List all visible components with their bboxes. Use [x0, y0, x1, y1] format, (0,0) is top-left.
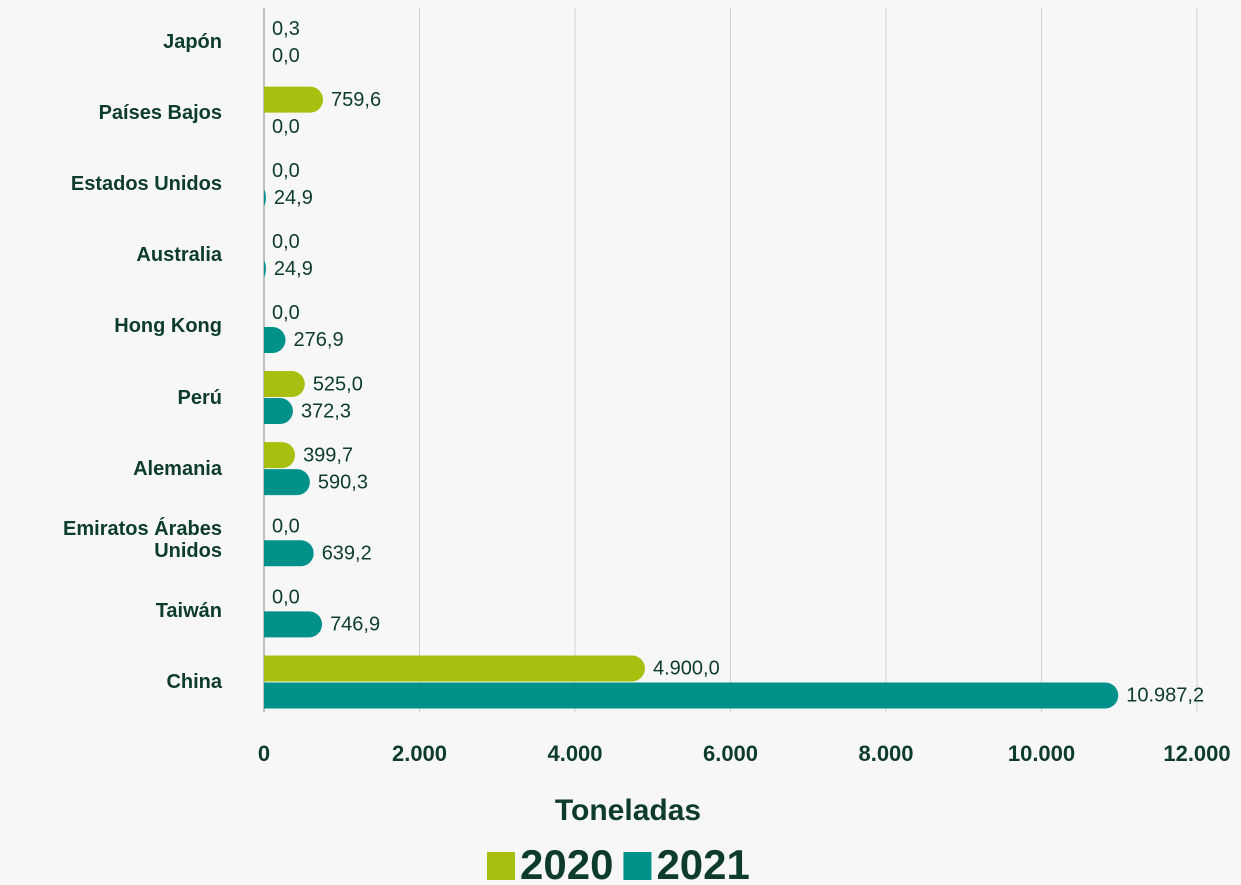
- bar: [264, 682, 1119, 709]
- y-tick-label: Taiwán: [155, 599, 222, 622]
- x-axis-title: Toneladas: [555, 794, 701, 827]
- bar: [264, 655, 645, 682]
- legend-swatch: [487, 852, 515, 880]
- value-label: 0,0: [272, 516, 300, 538]
- value-label: 0,0: [272, 116, 300, 138]
- bar: [264, 86, 324, 113]
- legend-swatch: [623, 852, 652, 880]
- value-label: 746,9: [330, 614, 380, 636]
- y-tick-label: Japón: [163, 31, 222, 54]
- value-label: 0,0: [272, 45, 300, 67]
- value-label: 372,3: [301, 400, 351, 422]
- bar: [251, 114, 264, 140]
- value-label: 639,2: [322, 543, 372, 565]
- bar: [251, 43, 264, 69]
- bar: [251, 158, 264, 184]
- bar: [264, 442, 296, 469]
- y-tick-label: Australia: [136, 244, 222, 267]
- value-label: 759,6: [331, 89, 381, 111]
- y-tick-label: Países Bajos: [98, 102, 222, 125]
- bar: [264, 260, 266, 278]
- y-tick-label: Estados Unidos: [70, 173, 222, 196]
- bar: [251, 513, 264, 539]
- value-label: 0,3: [272, 18, 300, 40]
- bar: [251, 300, 264, 326]
- bar: [264, 189, 266, 207]
- value-label: 525,0: [313, 373, 363, 395]
- x-tick-label: 8.000: [858, 741, 913, 766]
- bar: [264, 469, 310, 496]
- value-label: 24,9: [274, 187, 313, 209]
- x-tick-label: 12.000: [1163, 741, 1230, 766]
- y-tick-label: Alemania: [133, 457, 222, 480]
- bar: [264, 611, 323, 638]
- value-label: 24,9: [274, 258, 313, 280]
- legend-label: 2020: [520, 841, 613, 885]
- x-tick-label: 0: [258, 741, 270, 766]
- x-tick-label: 6.000: [703, 741, 758, 766]
- value-label: 4.900,0: [653, 658, 720, 680]
- value-label: 0,0: [272, 302, 300, 324]
- y-tick-label: China: [166, 670, 222, 693]
- x-tick-label: 10.000: [1008, 741, 1075, 766]
- value-label: 276,9: [294, 329, 344, 351]
- value-label: 0,0: [272, 160, 300, 182]
- value-label: 590,3: [318, 471, 368, 493]
- bar: [264, 27, 265, 30]
- x-tick-label: 2.000: [392, 741, 447, 766]
- bar: [264, 540, 314, 567]
- y-tick-label: Emiratos Árabes Unidos: [63, 517, 222, 562]
- bar: [251, 229, 264, 255]
- legend-label: 2021: [656, 841, 749, 885]
- value-label: 0,0: [272, 231, 300, 253]
- bar: [264, 326, 286, 353]
- y-tick-label: Hong Kong: [114, 315, 222, 338]
- value-label: 10.987,2: [1126, 685, 1204, 707]
- bar: [264, 371, 305, 398]
- bars: [251, 27, 1119, 709]
- value-label: 399,7: [303, 444, 353, 466]
- x-tick-label: 4.000: [547, 741, 602, 766]
- value-label: 0,0: [272, 587, 300, 609]
- bar: [264, 398, 293, 425]
- bar: [251, 584, 264, 610]
- y-tick-label: Perú: [177, 386, 222, 409]
